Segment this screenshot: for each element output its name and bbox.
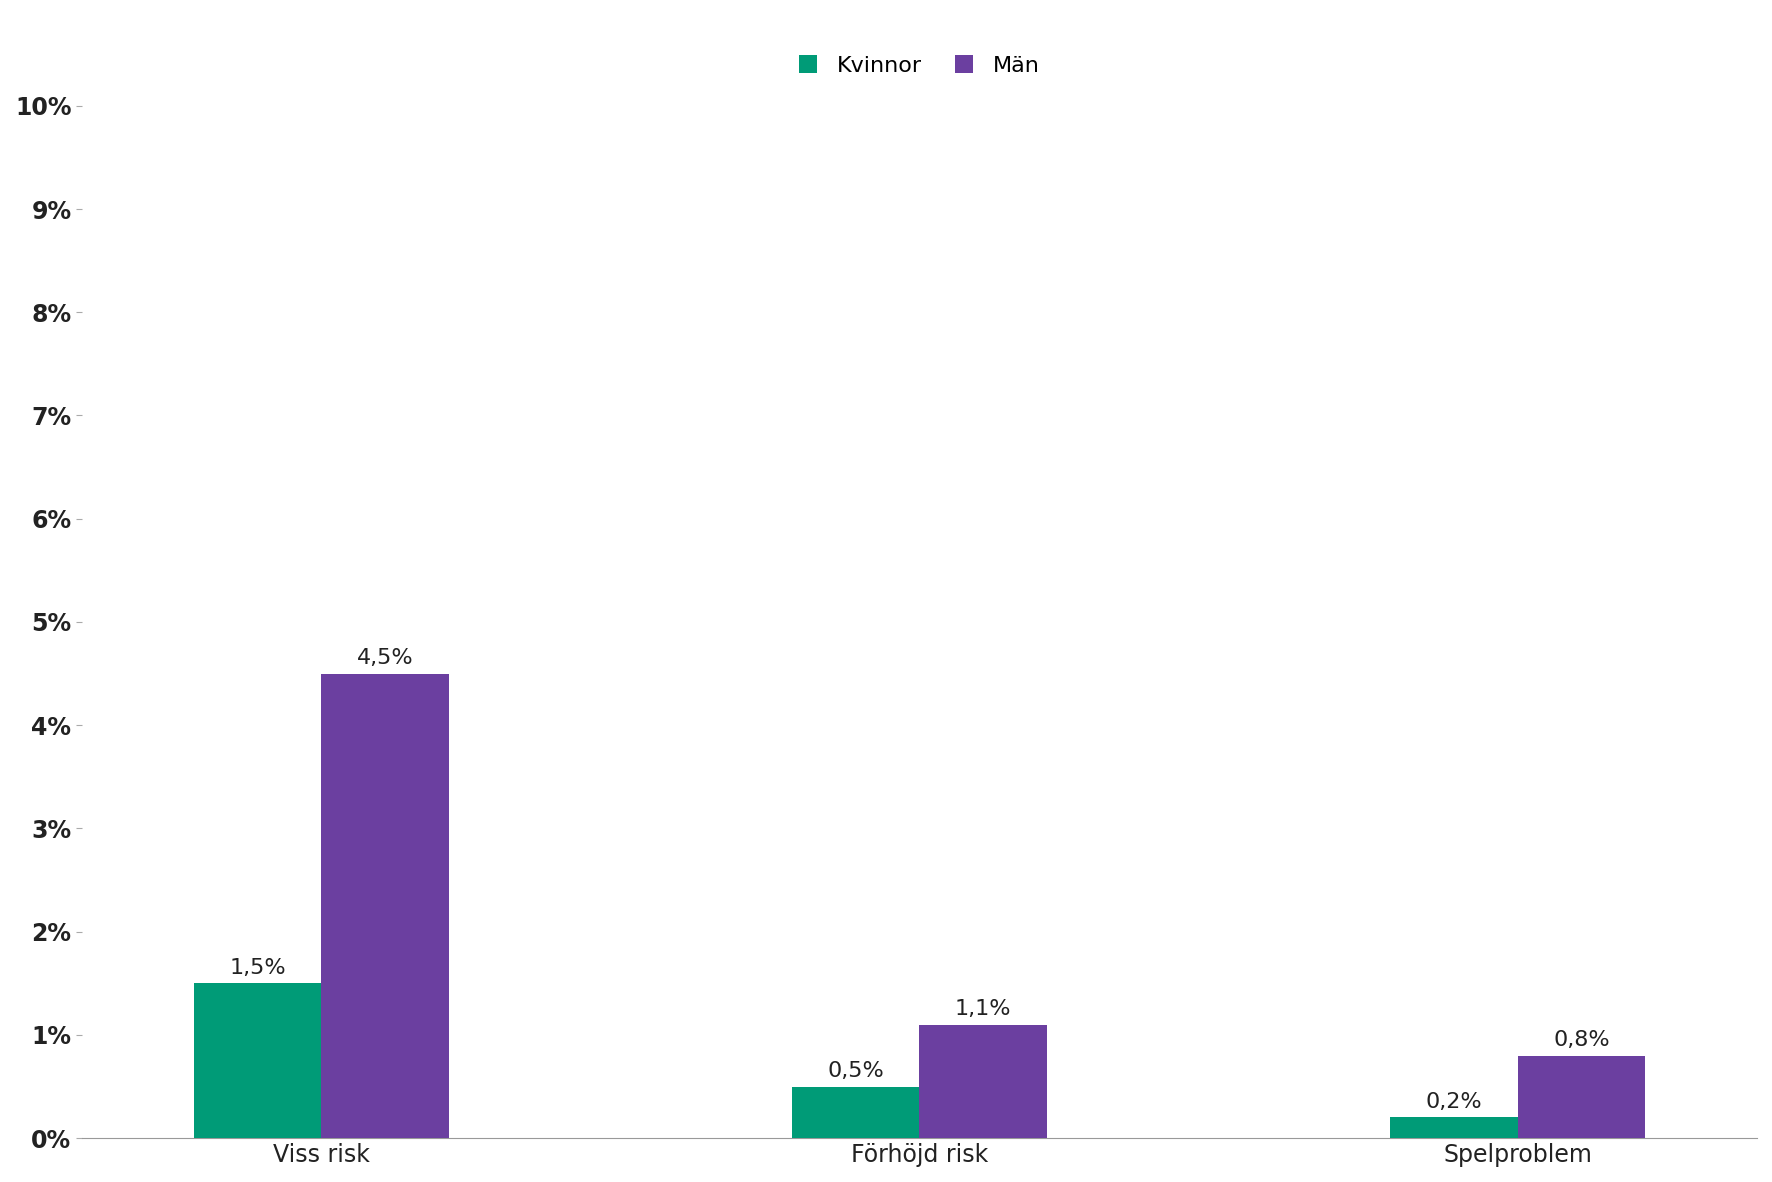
- Text: 4,5%: 4,5%: [356, 649, 413, 668]
- Bar: [792, 1086, 920, 1138]
- Bar: [321, 674, 448, 1138]
- Bar: [193, 983, 321, 1138]
- Legend: Kvinnor, Män: Kvinnor, Män: [799, 54, 1040, 76]
- Bar: [1517, 1056, 1646, 1138]
- Text: 0,5%: 0,5%: [828, 1061, 884, 1082]
- Text: 1,5%: 1,5%: [229, 959, 285, 979]
- Bar: [1389, 1117, 1517, 1138]
- Text: 0,8%: 0,8%: [1554, 1031, 1609, 1051]
- Text: 0,2%: 0,2%: [1426, 1092, 1481, 1112]
- Bar: [920, 1025, 1047, 1138]
- Text: 1,1%: 1,1%: [955, 1000, 1012, 1019]
